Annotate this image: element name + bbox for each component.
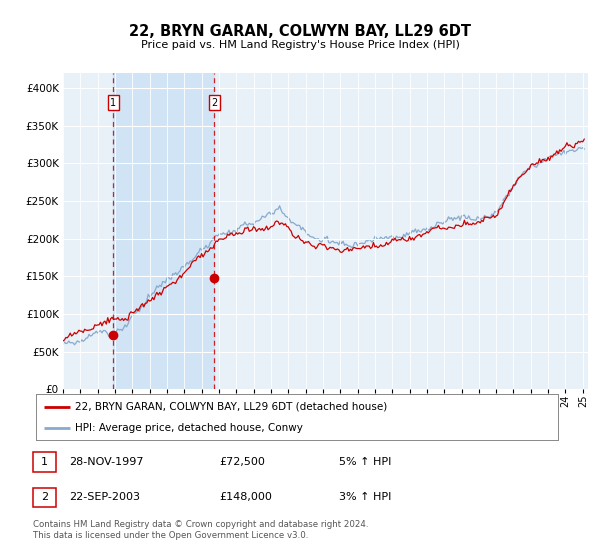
Text: 1: 1 xyxy=(41,457,48,467)
Text: Contains HM Land Registry data © Crown copyright and database right 2024.
This d: Contains HM Land Registry data © Crown c… xyxy=(33,520,368,540)
Text: HPI: Average price, detached house, Conwy: HPI: Average price, detached house, Conw… xyxy=(75,423,303,433)
Text: Price paid vs. HM Land Registry's House Price Index (HPI): Price paid vs. HM Land Registry's House … xyxy=(140,40,460,50)
Text: £148,000: £148,000 xyxy=(219,492,272,502)
Text: 22, BRYN GARAN, COLWYN BAY, LL29 6DT (detached house): 22, BRYN GARAN, COLWYN BAY, LL29 6DT (de… xyxy=(75,402,388,412)
Text: 1: 1 xyxy=(110,98,116,108)
Text: 22, BRYN GARAN, COLWYN BAY, LL29 6DT: 22, BRYN GARAN, COLWYN BAY, LL29 6DT xyxy=(129,24,471,39)
Text: 2: 2 xyxy=(41,492,48,502)
Text: 5% ↑ HPI: 5% ↑ HPI xyxy=(339,457,391,467)
Text: 2: 2 xyxy=(211,98,217,108)
Text: 3% ↑ HPI: 3% ↑ HPI xyxy=(339,492,391,502)
Text: 22-SEP-2003: 22-SEP-2003 xyxy=(69,492,140,502)
Text: £72,500: £72,500 xyxy=(219,457,265,467)
Text: 28-NOV-1997: 28-NOV-1997 xyxy=(69,457,143,467)
Bar xyxy=(113,73,214,389)
